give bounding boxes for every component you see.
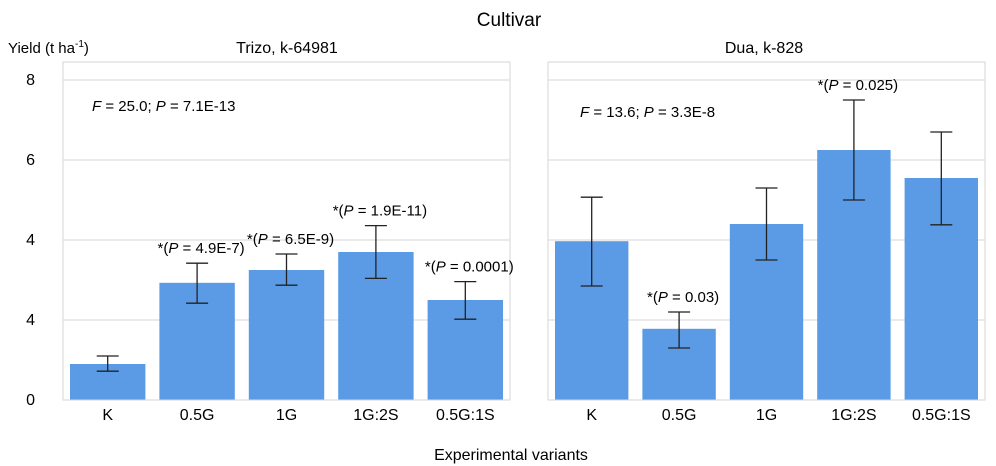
x-axis-label: Experimental variants: [434, 447, 588, 464]
significance-label: *(P = 6.5E-9): [247, 231, 334, 248]
x-tick-label: 0.5G: [180, 407, 215, 424]
error-bar: [580, 196, 603, 287]
x-tick-label: 0.5G:1S: [436, 407, 495, 424]
error-bar: [930, 131, 953, 226]
significance-label: *(P = 0.025): [818, 77, 899, 94]
significance-label: *(P = 0.03): [647, 289, 719, 306]
error-bar: [842, 99, 865, 201]
error-bar: [668, 311, 691, 349]
y-tick-label: 4: [26, 312, 35, 329]
x-tick-label: K: [102, 407, 113, 424]
y-axis-label-close: ): [84, 40, 89, 57]
y-axis-label-main: Yield (t ha: [8, 40, 76, 57]
x-tick-label: K: [586, 407, 597, 424]
x-tick-label: 1G: [276, 407, 297, 424]
x-tick-label: 0.5G:1S: [912, 407, 971, 424]
error-bar: [186, 262, 209, 304]
error-bar: [364, 224, 387, 280]
y-tick-label: 0: [26, 392, 35, 409]
y-tick-label: 8: [26, 72, 35, 89]
figure-supertitle: Cultivar: [477, 10, 542, 31]
bar: [248, 270, 325, 400]
y-tick-label: 6: [26, 152, 35, 169]
y-tick-label: 4: [26, 232, 35, 249]
x-tick-label: 1G:2S: [831, 407, 876, 424]
error-bar: [96, 355, 119, 372]
panel-dua: Dua, k-828 F = 13.6; P = 3.3E-8 K 0.5G *(P =…: [547, 40, 986, 424]
x-tick-label: 1G: [756, 407, 777, 424]
y-axis-label: Yield (t ha-1): [8, 39, 89, 57]
significance-label: *(P = 4.9E-7): [158, 240, 245, 257]
error-bar: [755, 187, 778, 261]
significance-label: *(P = 1.9E-11): [333, 203, 427, 220]
x-tick-label: 1G:2S: [353, 407, 398, 424]
y-axis-label-sup: -1: [75, 39, 84, 50]
error-bar: [454, 280, 477, 320]
panel-title: Trizo, k-64981: [236, 40, 338, 57]
x-tick-label: 0.5G: [662, 407, 697, 424]
panel-title: Dua, k-828: [725, 40, 803, 57]
significance-label: *(P = 0.0001): [425, 259, 514, 276]
panel-trizo: 0 4 4 6 8 Trizo, k-64981 F = 25.0; P = 7.1E-13…: [26, 40, 514, 424]
stat-annotation: F = 13.6; P = 3.3E-8: [580, 104, 715, 121]
stat-annotation: F = 25.0; P = 7.1E-13: [92, 98, 235, 115]
error-bar: [275, 253, 298, 286]
